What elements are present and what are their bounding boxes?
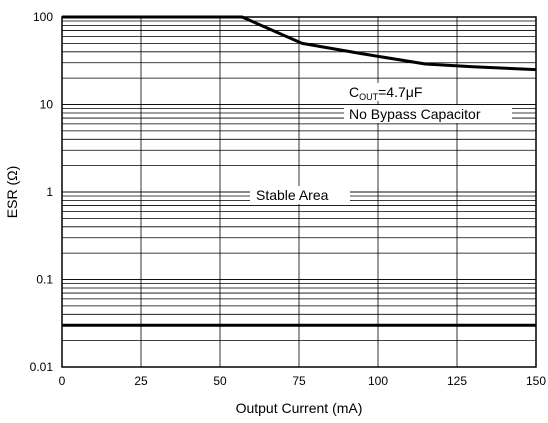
x-tick-label: 100 (368, 374, 388, 388)
plot-frame (61, 16, 537, 368)
cout-annotation: COUT=4.7μF (349, 84, 422, 102)
cout-prefix: C (349, 84, 359, 100)
bypass-label-bg (344, 105, 512, 123)
bypass-annotation: No Bypass Capacitor (349, 106, 481, 122)
cout-label-bg (344, 83, 424, 101)
x-tick-label: 25 (134, 374, 148, 388)
stable-label-bg (250, 186, 350, 204)
x-tick-label: 50 (213, 374, 227, 388)
x-tick-label: 75 (292, 374, 306, 388)
x-tick-label: 150 (526, 374, 546, 388)
y-axis-label: ESR (Ω) (4, 166, 20, 218)
y-tick-label: 10 (40, 98, 54, 112)
y-tick-label: 0.01 (30, 360, 54, 374)
y-tick-labels: 0.01 0.1 1 10 100 (30, 10, 54, 374)
x-tick-labels: 0 25 50 75 100 125 150 (59, 374, 547, 388)
x-tick-label: 0 (59, 374, 66, 388)
series-layer (62, 15, 537, 327)
y-tick-label: 0.1 (36, 273, 53, 287)
stable-area-label: Stable Area (256, 187, 329, 203)
cout-subscript: OUT (359, 92, 379, 102)
y-tick-label: 1 (46, 185, 53, 199)
series-line-upper-boundary (62, 15, 537, 72)
x-tick-label: 125 (447, 374, 467, 388)
cout-value: =4.7μF (378, 84, 422, 100)
x-axis-label: Output Current (mA) (236, 400, 363, 416)
y-tick-label: 100 (33, 10, 53, 24)
